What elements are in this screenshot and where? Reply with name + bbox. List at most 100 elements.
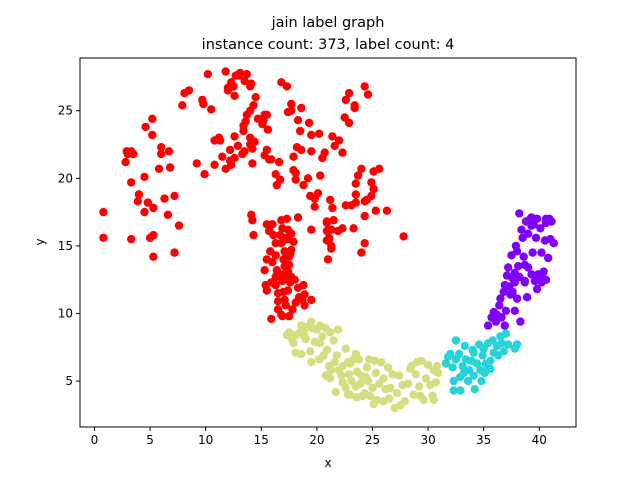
scatter-point — [154, 164, 164, 173]
scatter-point — [517, 225, 526, 234]
scatter-point — [263, 125, 273, 134]
scatter-point — [328, 203, 337, 213]
scatter-point — [516, 317, 525, 326]
scatter-point — [350, 103, 359, 113]
scatter-point — [307, 225, 316, 234]
scatter-point — [282, 82, 292, 91]
scatter-point — [260, 266, 269, 275]
x-tick-label: 35 — [476, 433, 491, 447]
scatter-point — [264, 226, 274, 236]
scatter-point — [157, 143, 166, 152]
scatter-point — [242, 110, 251, 120]
scatter-point — [530, 276, 540, 286]
scatter-point — [330, 357, 339, 367]
x-tick-label: 10 — [198, 433, 213, 447]
scatter-point — [356, 379, 365, 388]
scatter-point — [341, 383, 350, 392]
scatter-point — [340, 113, 349, 122]
scatter-point — [477, 376, 486, 386]
scatter-point — [386, 383, 395, 392]
scatter-point — [248, 144, 257, 153]
scatter-point — [272, 180, 281, 190]
scatter-point — [316, 171, 325, 180]
y-axis-ticks: 5 10 15 20 25 — [58, 104, 80, 388]
scatter-point — [178, 101, 187, 110]
scatter-point — [299, 180, 308, 190]
scatter-point — [470, 385, 479, 394]
scatter-point — [297, 321, 306, 330]
scatter-point — [218, 152, 227, 161]
scatter-point — [512, 247, 522, 256]
scatter-point — [536, 271, 545, 280]
x-tick-label: 20 — [309, 433, 324, 447]
scatter-point — [287, 106, 296, 115]
plot-frame — [79, 57, 577, 428]
scatter-point — [307, 295, 316, 305]
scatter-point — [496, 294, 505, 303]
scatter-point — [388, 370, 397, 379]
scatter-point — [328, 132, 337, 141]
scatter-point — [344, 88, 354, 98]
scatter-point — [429, 395, 438, 405]
scatter-point — [500, 321, 509, 330]
scatter-point — [122, 147, 131, 156]
scatter-point — [369, 184, 378, 194]
scatter-point — [514, 262, 523, 271]
scatter-point — [446, 349, 455, 359]
scatter-point — [164, 147, 174, 156]
y-tick-label: 5 — [65, 374, 73, 388]
scatter-point — [327, 366, 336, 375]
scatter-point — [293, 283, 303, 292]
scatter-point — [293, 116, 303, 125]
scatter-point — [468, 345, 477, 355]
scatter-point — [230, 91, 239, 101]
scatter-point — [246, 133, 255, 142]
scatter-point — [200, 170, 209, 179]
scatter-point — [478, 351, 487, 360]
scatter-point — [385, 394, 394, 403]
scatter-point — [357, 248, 366, 257]
scatter-point — [520, 278, 529, 287]
scatter-point — [262, 110, 271, 120]
scatter-point — [203, 70, 213, 79]
data-points — [99, 67, 558, 413]
scatter-point — [416, 391, 425, 401]
scatter-point — [327, 244, 336, 253]
scatter-point — [260, 151, 269, 160]
x-tick-label: 0 — [91, 433, 99, 447]
scatter-point — [372, 395, 382, 405]
scatter-point — [291, 168, 300, 178]
scatter-point — [411, 370, 421, 379]
scatter-point — [306, 347, 315, 356]
scatter-point — [400, 397, 409, 406]
scatter-point — [291, 175, 300, 184]
scatter-point — [366, 391, 375, 401]
scatter-point — [528, 248, 537, 257]
scatter-point — [362, 195, 372, 205]
scatter-point — [149, 230, 158, 240]
scatter-point — [415, 382, 424, 391]
scatter-point — [322, 217, 332, 226]
scatter-point — [297, 103, 306, 113]
scatter-point — [140, 207, 149, 217]
scatter-point — [341, 344, 350, 353]
scatter-point — [371, 206, 380, 215]
scatter-point — [293, 213, 303, 222]
scatter-point — [368, 383, 377, 392]
scatter-point — [274, 157, 284, 167]
scatter-point — [455, 349, 464, 359]
scatter-point — [278, 270, 287, 279]
scatter-point — [360, 82, 369, 91]
scatter-point — [282, 214, 292, 223]
scatter-point — [324, 233, 334, 242]
scatter-point — [449, 386, 458, 395]
scatter-point — [157, 149, 166, 159]
scatter-point — [284, 260, 294, 269]
scatter-point — [291, 298, 300, 307]
chart-title: jain label graph — [271, 15, 385, 31]
scatter-point — [307, 147, 316, 156]
scatter-point — [248, 159, 257, 168]
scatter-point — [499, 347, 508, 356]
scatter-point — [225, 145, 235, 155]
